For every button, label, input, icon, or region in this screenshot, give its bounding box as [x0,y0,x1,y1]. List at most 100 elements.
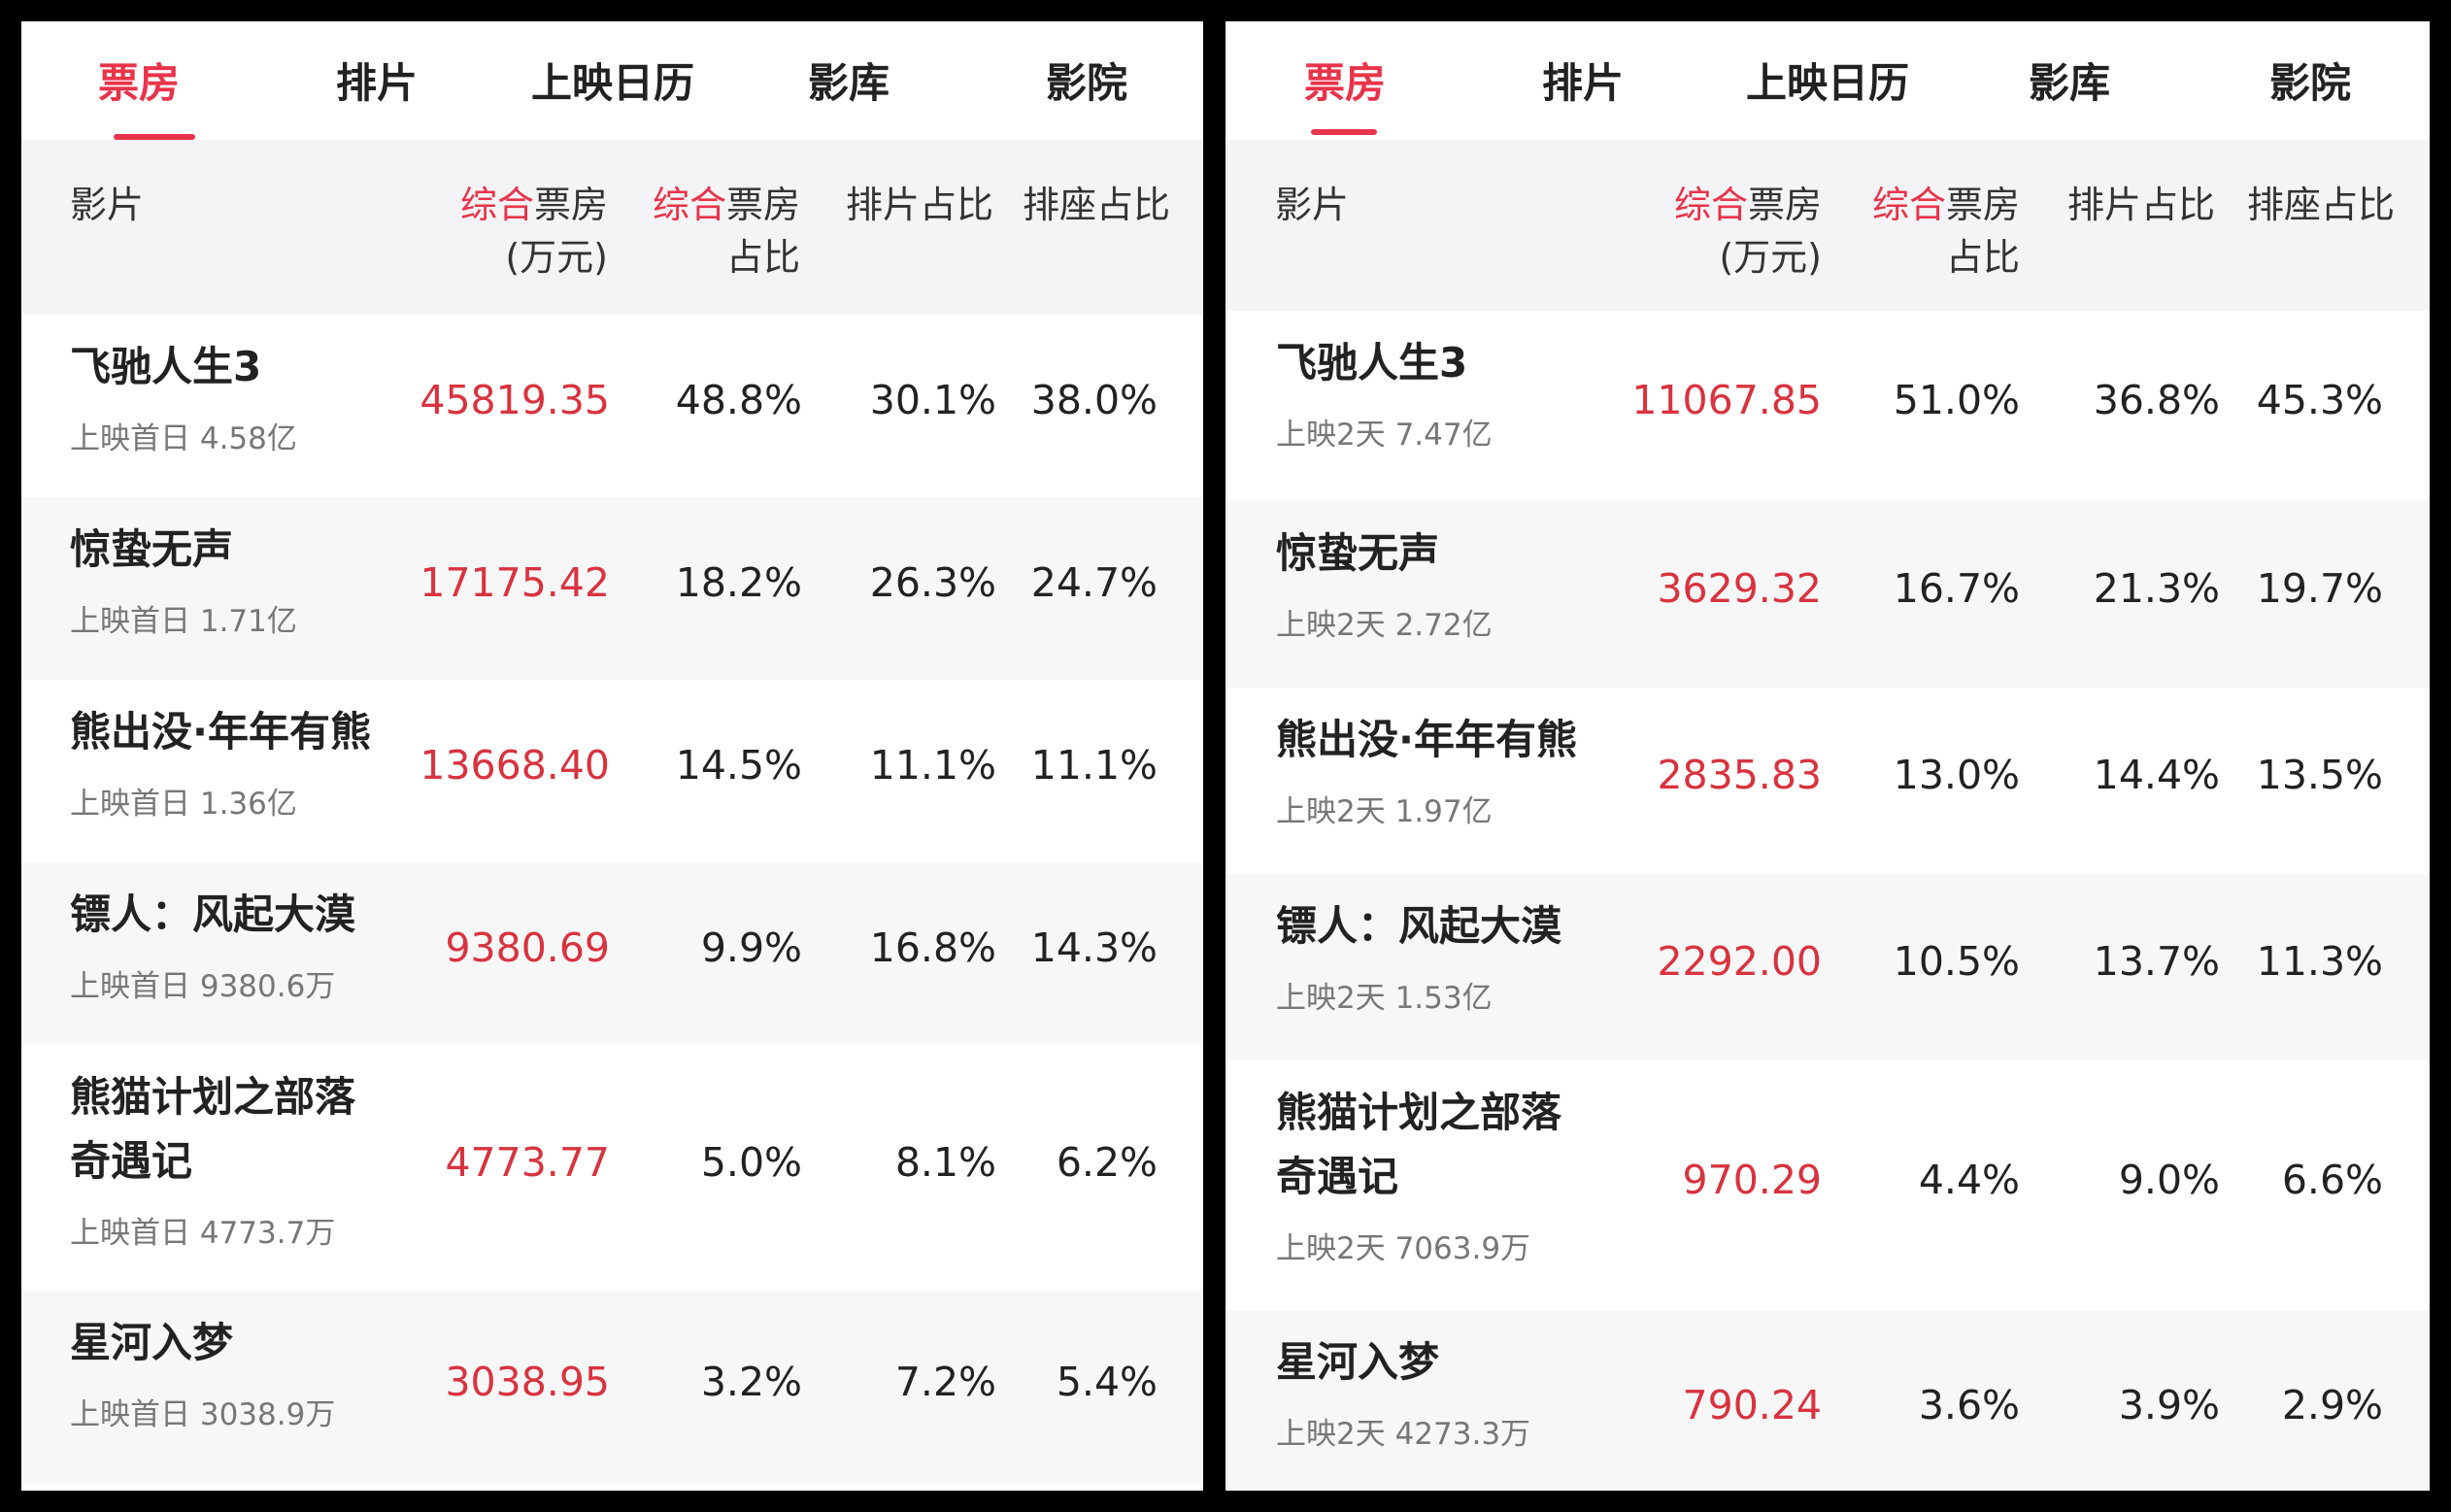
box-share-value: 18.2% [675,559,802,606]
tab-screening[interactable]: 排片 [335,59,419,107]
column-header-film[interactable]: 影片 [70,184,145,226]
film-title: 飞驰人生3 [1276,339,1468,386]
table-header: 影片 综合票房 (万元) 综合票房 占比 排片占比 排座占比 [1226,140,2430,311]
release-info: 上映首日 1.71亿 [70,604,297,639]
seat-share-value: 11.3% [2256,938,2383,985]
table-row[interactable]: 惊蛰无声 上映2天 2.72亿 3629.32 16.7% 21.3% 19.7% [1226,501,2430,688]
tab-bar: 票房 排片 上映日历 影库 影院 [21,21,1203,140]
tab-film-library[interactable]: 影库 [807,59,890,107]
tab-release-calendar[interactable]: 上映日历 [530,59,695,107]
column-header-box-office[interactable]: 综合票房 (万元) [1674,179,1822,284]
column-header-box-office-rest: 票房 [533,184,608,226]
column-header-screening-share[interactable]: 排片占比 [2067,184,2216,226]
box-share-value: 48.8% [675,377,802,423]
box-office-value: 970.29 [1682,1156,1822,1203]
release-info: 上映首日 1.36亿 [70,787,297,822]
column-header-box-share[interactable]: 综合票房 占比 [653,179,800,284]
screening-share-value: 7.2% [894,1359,996,1405]
release-info: 上映首日 9380.6万 [70,969,336,1004]
release-info: 上映首日 4.58亿 [70,421,297,456]
box-share-value: 5.0% [700,1138,802,1186]
release-info: 上映2天 7.47亿 [1276,418,1493,453]
tab-cinemas[interactable]: 影院 [1045,59,1128,107]
tab-box-office[interactable]: 票房 [1303,59,1387,107]
seat-share-value: 24.7% [1030,559,1158,606]
box-office-value: 3629.32 [1657,565,1822,612]
tab-film-library[interactable]: 影库 [2028,59,2111,107]
film-title: 镖人：风起大漠 [1276,902,1562,950]
film-title: 奇遇记 [1276,1153,1399,1200]
box-office-value: 2292.00 [1657,938,1822,985]
film-title: 惊蛰无声 [70,525,234,573]
box-share-value: 13.0% [1893,752,2020,798]
box-office-value: 11067.85 [1631,377,1822,423]
screening-share-value: 16.8% [869,924,996,971]
release-info: 上映2天 4273.3万 [1276,1417,1531,1452]
box-office-value: 13668.40 [420,742,610,789]
tab-release-calendar[interactable]: 上映日历 [1745,59,1910,107]
seat-share-value: 11.1% [1030,742,1158,789]
column-header-seat-share[interactable]: 排座占比 [1023,184,1171,226]
box-office-value: 3038.95 [445,1359,610,1405]
release-info: 上映首日 3038.9万 [70,1397,336,1432]
seat-share-value: 5.4% [1056,1359,1158,1405]
screening-share-value: 30.1% [869,377,996,423]
film-title: 星河入梦 [70,1319,234,1366]
column-header-screening-share[interactable]: 排片占比 [846,184,994,226]
release-info: 上映2天 1.53亿 [1276,981,1493,1016]
table-row[interactable]: 熊猫计划之部落 奇遇记 上映首日 4773.7万 4773.77 5.0% 8.1% 6.2… [21,1045,1203,1291]
column-header-box-share-line1: 综合票房 [1872,179,2020,231]
box-office-value: 2835.83 [1657,752,1822,798]
tab-screening[interactable]: 排片 [1541,59,1625,107]
table-row[interactable]: 熊猫计划之部落 奇遇记 上映2天 7063.9万 970.29 4.4% 9.0% 6.6% [1226,1060,2430,1310]
column-header-box-share[interactable]: 综合票房占比 [1872,179,2020,284]
column-header-box-office-unit: (万元) [505,236,608,279]
box-office-value: 4773.77 [445,1138,610,1186]
column-header-box-share-red: 综合 [652,184,726,226]
column-header-seat-share[interactable]: 排座占比 [2247,184,2396,226]
tab-cinemas[interactable]: 影院 [2268,59,2352,107]
column-header-box-office-line1: 综合票房 [1674,179,1822,231]
column-header-box-share-line1: 综合票房 [653,179,800,231]
table-row[interactable]: 星河入梦 上映首日 3038.9万 3038.95 3.2% 7.2% 5.4% [21,1291,1203,1485]
box-share-value: 9.9% [700,924,802,971]
seat-share-value: 6.2% [1056,1138,1158,1186]
screening-share-value: 21.3% [2093,565,2220,612]
box-share-value: 10.5% [1893,938,2020,985]
screening-share-value: 14.4% [2093,752,2220,798]
film-title: 飞驰人生3 [70,343,262,390]
table-row[interactable]: 惊蛰无声 上映首日 1.71亿 17175.42 18.2% 26.3% 24.7% [21,497,1203,680]
table-row[interactable]: 镖人：风起大漠上映2天 1.53亿 2292.00 10.5% 13.7% 11.3% [1226,874,2430,1060]
box-office-value: 790.24 [1682,1382,1822,1428]
table-row[interactable]: 熊出没·年年有熊 上映2天 1.97亿 2835.83 13.0% 14.4% 13.5% [1226,688,2430,874]
table-row[interactable]: 镖人：风起大漠 上映首日 9380.6万 9380.69 9.9% 16.8% 14.3% [21,862,1203,1045]
box-office-value: 17175.42 [420,559,610,606]
screening-share-value: 13.7% [2093,938,2220,985]
table-row[interactable]: 熊出没·年年有熊 上映首日 1.36亿 13668.40 14.5% 11.1% 11.1… [21,680,1203,862]
film-title: 熊猫计划之部落 [70,1073,356,1121]
column-header-box-office-red: 综合 [459,184,534,226]
film-title: 熊出没·年年有熊 [1276,716,1577,763]
box-share-value: 4.4% [1918,1156,2020,1203]
release-info: 上映2天 2.72亿 [1276,608,1493,643]
column-header-box-office[interactable]: 综合票房 (万元) [460,179,608,284]
film-title: 熊猫计划之部落 [1276,1089,1562,1136]
table-row[interactable]: 星河入梦 上映2天 4273.3万 790.24 3.6% 3.9% 2.9% [1226,1310,2430,1491]
seat-share-value: 19.7% [2256,565,2383,612]
film-title: 奇遇记 [70,1137,193,1185]
column-header-box-share-line2: 占比 [1945,236,2020,279]
column-header-box-office-rest: 票房 [1747,184,1822,226]
table-row[interactable]: 飞驰人生3 上映2天 7.47亿 11067.85 51.0% 36.8% 45.3% [1226,311,2430,501]
column-header-box-share-red: 综合 [1871,184,1946,226]
seat-share-value: 45.3% [2256,377,2383,423]
screening-share-value: 11.1% [869,742,996,789]
column-header-film[interactable]: 影片 [1275,184,1350,226]
seat-share-value: 13.5% [2256,752,2383,798]
screening-share-value: 9.0% [2118,1156,2220,1203]
release-info: 上映2天 7063.9万 [1276,1231,1531,1266]
table-row[interactable]: 飞驰人生3 上映首日 4.58亿 45819.35 48.8% 30.1% 38.0% [21,315,1203,497]
column-header-box-share-rest: 票房 [1945,184,2020,226]
seat-share-value: 14.3% [1030,924,1158,971]
tab-box-office[interactable]: 票房 [97,59,181,107]
column-header-box-share-rest: 票房 [725,184,800,226]
